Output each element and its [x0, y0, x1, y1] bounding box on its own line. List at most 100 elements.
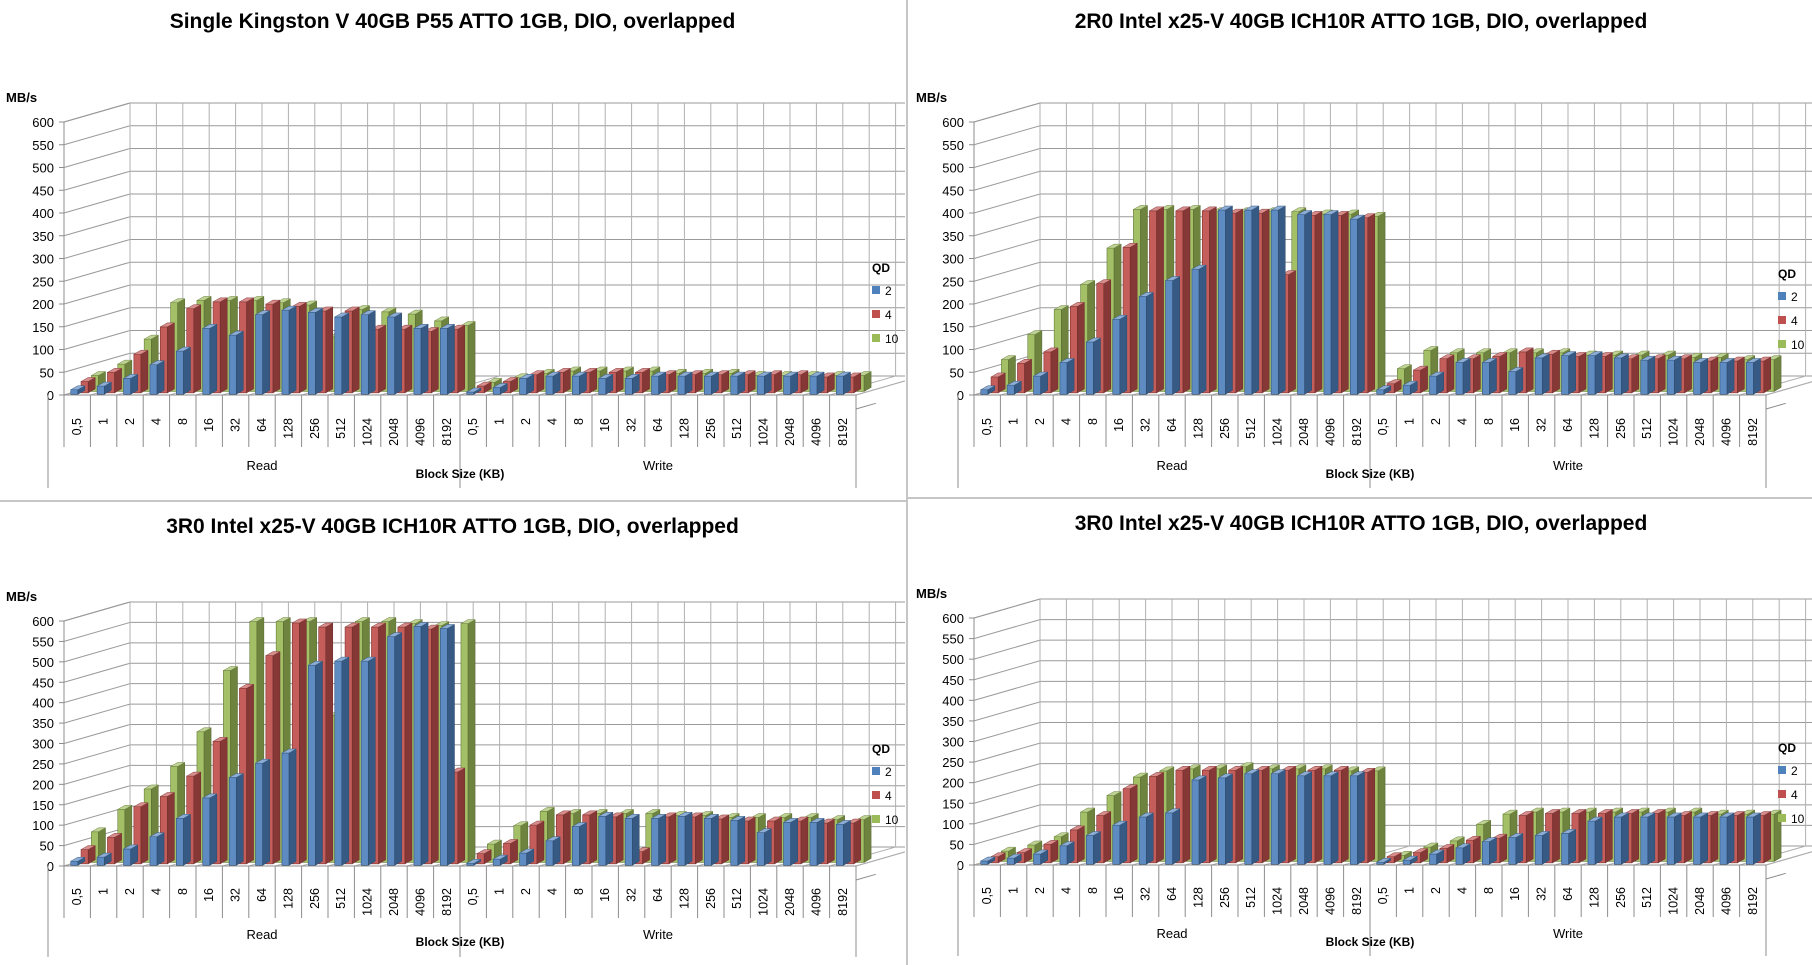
bar-front	[1270, 773, 1279, 865]
bar-side	[1726, 358, 1735, 395]
bar-top	[1296, 771, 1313, 777]
bar-qd2-read	[69, 385, 86, 395]
bar-front	[1402, 859, 1411, 865]
bar-qd2-read	[413, 323, 430, 395]
bar-side	[1594, 351, 1603, 395]
x-category-label: 128	[1587, 418, 1601, 439]
bar-side	[1341, 210, 1349, 394]
bar-top	[1016, 359, 1033, 364]
bar-qd2-write	[809, 817, 826, 866]
x-category-label: 1024	[1667, 418, 1681, 446]
bar-side	[1235, 208, 1244, 394]
x-category-label: 64	[255, 888, 269, 902]
bar-side	[764, 828, 772, 866]
bar-qd4-read	[159, 322, 176, 394]
bar-side	[431, 327, 439, 394]
bar-top	[990, 372, 1007, 378]
bar-front	[1006, 857, 1015, 865]
bar-side	[1621, 812, 1629, 865]
bar-qd2-read	[1059, 841, 1076, 865]
bar-side	[747, 816, 756, 865]
bar-top	[465, 387, 482, 393]
y-tick-label: 200	[32, 297, 54, 312]
bar-side	[193, 771, 202, 865]
bar-top	[307, 660, 324, 666]
x-group-label: Read	[246, 458, 277, 473]
bar-top	[571, 822, 588, 827]
bar-side	[1446, 354, 1455, 394]
bar-top	[856, 815, 873, 820]
y-tick-label: 450	[942, 673, 964, 688]
legend: QD 2 4 10	[872, 742, 899, 827]
bar-qd2-write	[756, 371, 773, 395]
y-tick-label: 600	[942, 611, 964, 626]
y-tick-label: 450	[942, 183, 964, 198]
bar-side	[1568, 351, 1576, 395]
x-category-label: 64	[1561, 887, 1575, 901]
bar-side	[1288, 270, 1296, 394]
bar-qd2-write	[677, 371, 694, 395]
bar-top	[581, 368, 598, 373]
bar-top	[1158, 766, 1175, 772]
bar-front	[334, 316, 343, 395]
x-category-label: 16	[202, 418, 216, 432]
bar-side	[1103, 279, 1112, 394]
bar-front	[1191, 779, 1200, 865]
x-category-label: 4096	[809, 888, 823, 916]
bar-front	[730, 375, 739, 395]
bar-side	[774, 816, 782, 865]
bar-qd4-read	[80, 845, 97, 865]
legend-swatch-qd10	[1778, 340, 1786, 348]
bar-side	[404, 622, 413, 865]
bar-side	[1050, 347, 1059, 394]
legend: QD 2 4 10	[872, 261, 899, 346]
horizontal-divider-left	[0, 500, 906, 502]
bar-front	[176, 350, 184, 395]
bar-side	[1156, 206, 1164, 394]
bar-qd2-read	[254, 758, 271, 866]
bar-front	[1429, 375, 1437, 395]
legend: QD 2 4 10	[1778, 267, 1805, 352]
bar-qd2-read	[360, 310, 377, 395]
x-category-label: 1024	[1271, 418, 1285, 446]
y-tick-label: 400	[32, 206, 54, 221]
bar-front	[624, 378, 633, 395]
bar-side	[378, 324, 386, 394]
bar-top	[597, 812, 614, 817]
bar-side	[1146, 292, 1154, 395]
bar-side	[183, 346, 191, 395]
bar-top	[1534, 353, 1551, 359]
bar-qd2-write	[1428, 849, 1445, 865]
y-tick-label: 0	[957, 388, 964, 403]
bar-top	[1164, 808, 1181, 814]
bar-side	[579, 822, 587, 866]
legend-label-qd10: 10	[1791, 812, 1805, 826]
bar-top	[222, 666, 239, 671]
bar-top	[492, 383, 509, 388]
bar-qd2-write	[1455, 358, 1472, 395]
bar-top	[149, 360, 166, 365]
legend-label-qd2: 2	[885, 284, 892, 298]
y-tick-label: 500	[32, 655, 54, 670]
bar-top	[264, 299, 281, 305]
bar-front	[308, 312, 316, 395]
bar-top	[750, 813, 767, 818]
x-category-label: 2	[1429, 887, 1443, 894]
x-category-label: 8	[572, 888, 586, 895]
bar-qd2-write	[1719, 812, 1736, 865]
bar-side	[394, 632, 402, 866]
legend-swatch-qd4	[872, 310, 880, 318]
bar-top	[1006, 380, 1023, 386]
bar-qd2-read	[1059, 358, 1076, 395]
bar-top	[1280, 765, 1297, 771]
bar-side	[1093, 337, 1101, 395]
x-category-label: 4	[1455, 887, 1469, 894]
bar-top	[1544, 349, 1561, 355]
bar-top	[756, 828, 773, 833]
bar-qd2-read	[1032, 371, 1049, 395]
bar-side	[1499, 352, 1508, 394]
bar-top	[1201, 765, 1218, 771]
x-category-label: 1024	[1271, 887, 1285, 915]
bar-top	[1422, 842, 1439, 848]
bar-top	[344, 306, 361, 312]
